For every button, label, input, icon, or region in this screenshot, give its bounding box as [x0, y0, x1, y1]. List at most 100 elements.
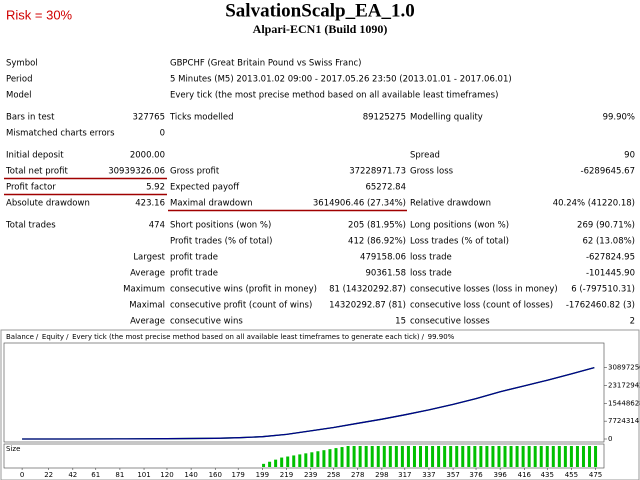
x-tick-label: 81 — [115, 471, 124, 479]
size-bar — [455, 446, 459, 467]
size-bar — [268, 461, 272, 467]
size-bar — [358, 446, 362, 467]
x-tick-label: 101 — [137, 471, 150, 479]
report-title: SalvationScalp_EA_1.0 — [225, 0, 415, 21]
x-tick-label: 199 — [256, 471, 269, 479]
size-bar — [286, 456, 290, 467]
size-bar — [382, 446, 386, 467]
x-tick-label: 219 — [280, 471, 293, 479]
x-tick-label: 278 — [351, 471, 364, 479]
size-bar — [298, 454, 302, 467]
size-bar — [503, 446, 507, 467]
risk-label: Risk = 30% — [6, 7, 73, 22]
field-value: -627824.95 — [586, 253, 635, 263]
field-label: Long positions (won %) — [410, 221, 509, 231]
size-bar — [364, 446, 368, 467]
size-bar — [557, 446, 561, 467]
size-bar — [479, 446, 483, 467]
field-label: Maximal drawdown — [170, 199, 252, 209]
field-label: Total net profit — [5, 167, 68, 177]
field-label: Gross loss — [410, 167, 454, 177]
field-label: Total trades — [5, 221, 56, 231]
y-tick-label: 15448628 — [608, 399, 640, 407]
x-tick-label: 416 — [518, 471, 532, 479]
field-value: 3614906.46 (27.34%) — [313, 199, 406, 209]
field-label: consecutive loss (count of losses) — [410, 301, 553, 311]
field-value: Every tick (the most precise method base… — [170, 91, 498, 101]
x-tick-label: 239 — [304, 471, 317, 479]
size-bar — [563, 446, 567, 467]
field-label: Profit factor — [6, 183, 56, 193]
field-value: 5 Minutes (M5) 2013.01.02 09:00 - 2017.0… — [170, 75, 512, 85]
size-bar — [334, 448, 338, 467]
size-bar — [292, 455, 296, 467]
size-bar — [467, 446, 471, 467]
field-value: 62 (13.08%) — [582, 237, 635, 247]
size-bar — [346, 446, 350, 467]
size-bar — [569, 446, 573, 467]
legend-entry: 99.90% — [428, 333, 455, 341]
field-value: 15 — [395, 317, 406, 327]
x-tick-label: 140 — [184, 471, 197, 479]
size-bar — [594, 446, 598, 467]
field-label: Initial deposit — [6, 151, 64, 161]
field-label: Spread — [410, 151, 440, 161]
field-value: 30939326.06 — [108, 167, 165, 177]
size-bar — [406, 446, 410, 467]
size-bar — [533, 446, 537, 467]
legend-separator: / — [66, 333, 69, 341]
size-bar — [437, 446, 441, 467]
field-label: Ticks modelled — [169, 113, 233, 123]
field-value: 37228971.73 — [349, 167, 406, 177]
x-tick-label: 357 — [446, 471, 459, 479]
size-bar — [431, 446, 435, 467]
legend-separator: / — [422, 333, 425, 341]
legend-separator: / — [36, 333, 39, 341]
size-bar — [340, 447, 344, 467]
size-bar — [509, 446, 513, 467]
field-label: Gross profit — [170, 167, 220, 177]
field-value: 2000.00 — [130, 151, 165, 161]
size-bar — [316, 451, 320, 467]
size-bar — [491, 446, 495, 467]
size-bar — [473, 446, 477, 467]
field-label: consecutive profit (count of wins) — [170, 301, 312, 311]
x-tick-label: 61 — [91, 471, 100, 479]
size-bar — [388, 446, 392, 467]
size-bar — [280, 457, 284, 467]
field-label: Period — [6, 75, 33, 85]
x-tick-label: 337 — [422, 471, 435, 479]
size-bar — [425, 446, 429, 467]
field-label: Absolute drawdown — [6, 199, 90, 209]
field-value: 65272.84 — [365, 183, 406, 193]
report-subtitle: Alpari-ECN1 (Build 1090) — [253, 22, 388, 36]
y-tick-label: 30897256 — [608, 364, 640, 372]
size-bar — [551, 446, 555, 467]
size-bar — [588, 446, 592, 467]
series-line — [22, 366, 595, 440]
field-label: Largest — [133, 253, 165, 263]
y-tick-label: 0 — [608, 435, 612, 443]
x-tick-label: 160 — [209, 471, 222, 479]
size-label: Size — [6, 445, 20, 453]
size-bar — [443, 446, 447, 467]
size-bar — [449, 446, 453, 467]
size-bar — [394, 446, 398, 467]
x-tick-label: 475 — [589, 471, 602, 479]
field-value: 2 — [630, 317, 635, 327]
size-bar — [310, 452, 314, 467]
x-tick-label: 455 — [565, 471, 578, 479]
size-bar — [352, 446, 356, 467]
field-value: 90361.58 — [365, 269, 406, 279]
field-value: 0 — [160, 129, 165, 139]
size-bar — [304, 453, 308, 467]
field-label: profit trade — [170, 269, 218, 279]
size-bar — [322, 450, 326, 467]
x-tick-label: 376 — [469, 471, 483, 479]
size-bar — [581, 446, 585, 467]
size-bar — [539, 446, 543, 467]
size-bar — [497, 446, 501, 467]
stats-table: Symbol GBPCHF (Great Britain Pound vs Swi… — [5, 59, 635, 327]
field-label: Short positions (won %) — [170, 221, 271, 231]
